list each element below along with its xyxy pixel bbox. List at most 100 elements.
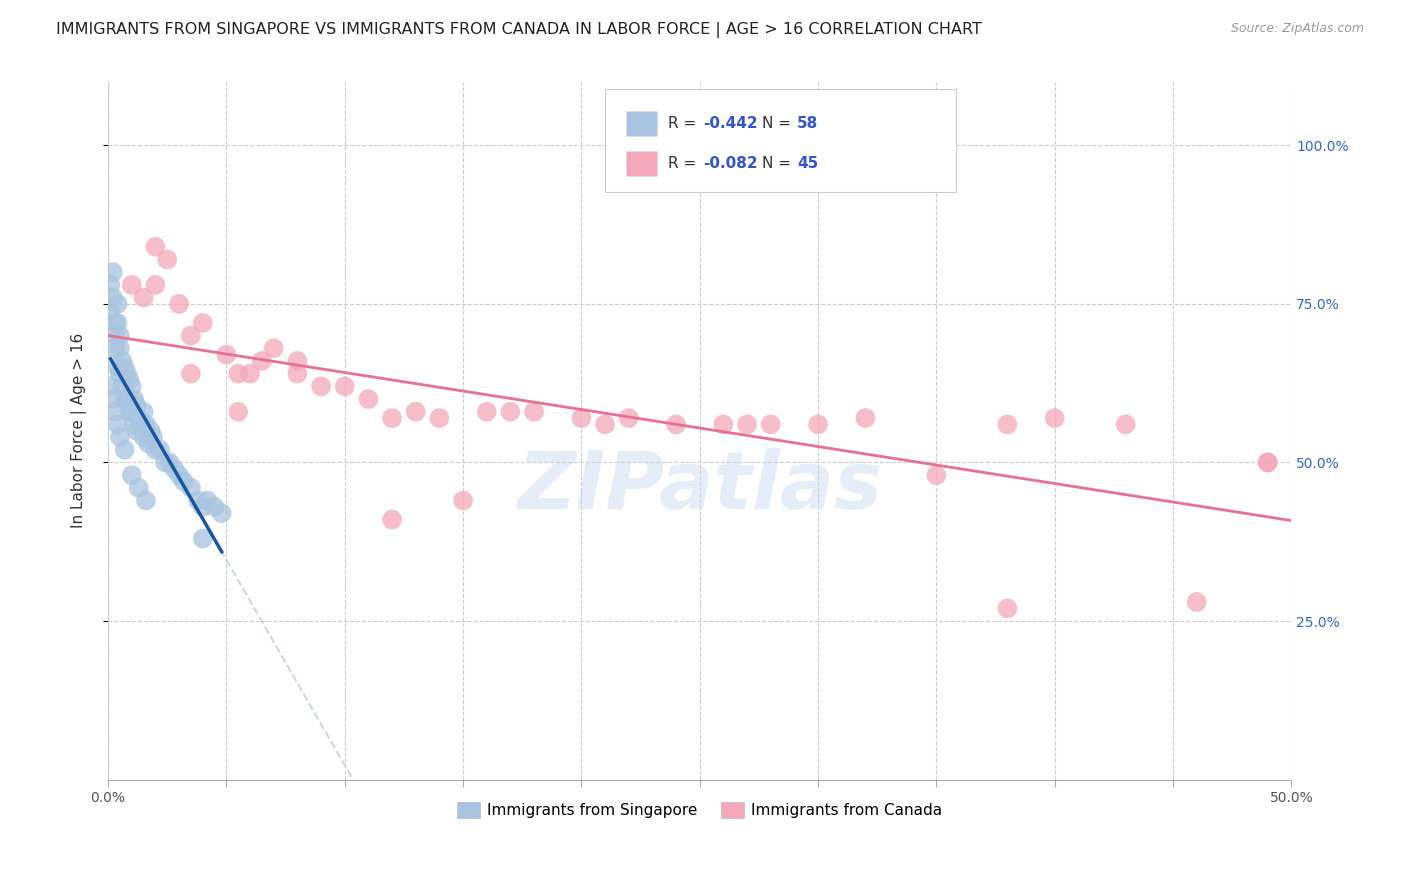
Point: [108, 430, 131, 444]
Point: [1257, 455, 1279, 469]
Point: [309, 379, 332, 393]
Point: [226, 405, 249, 419]
Point: [163, 462, 186, 476]
Point: [523, 405, 546, 419]
Point: [104, 405, 127, 419]
Point: [149, 442, 172, 457]
Point: [180, 367, 202, 381]
Point: [475, 405, 498, 419]
Point: [145, 277, 167, 292]
Point: [167, 297, 190, 311]
Point: [759, 417, 782, 432]
Point: [381, 411, 404, 425]
Point: [122, 417, 145, 432]
Point: [1257, 455, 1279, 469]
Point: [108, 328, 131, 343]
Point: [191, 500, 214, 514]
Text: 45: 45: [797, 156, 818, 170]
Point: [129, 417, 152, 432]
Point: [187, 493, 209, 508]
Point: [111, 379, 134, 393]
Point: [499, 405, 522, 419]
Point: [115, 392, 138, 406]
Point: [104, 328, 127, 343]
Point: [287, 354, 309, 368]
Point: [1115, 417, 1137, 432]
Point: [405, 405, 427, 419]
Point: [381, 512, 404, 526]
Point: [995, 601, 1018, 615]
Point: [135, 417, 157, 432]
Y-axis label: In Labor Force | Age > 16: In Labor Force | Age > 16: [72, 333, 87, 528]
Point: [925, 468, 948, 483]
Point: [145, 240, 167, 254]
Point: [108, 341, 131, 355]
Point: [191, 316, 214, 330]
Point: [104, 316, 127, 330]
Point: [132, 405, 155, 419]
Text: N =: N =: [762, 156, 796, 170]
Point: [665, 417, 688, 432]
Text: R =: R =: [668, 156, 702, 170]
Text: -0.442: -0.442: [703, 117, 758, 131]
Point: [121, 405, 143, 419]
Point: [167, 468, 190, 483]
Point: [173, 475, 195, 489]
Point: [136, 436, 159, 450]
Point: [111, 354, 134, 368]
Point: [122, 392, 145, 406]
Point: [735, 417, 758, 432]
Point: [333, 379, 356, 393]
Point: [153, 455, 176, 469]
Point: [118, 405, 141, 419]
Point: [100, 379, 122, 393]
Point: [101, 265, 124, 279]
Point: [357, 392, 380, 406]
Point: [139, 424, 162, 438]
Point: [107, 360, 129, 375]
Point: [853, 411, 876, 425]
Text: ZIPatlas: ZIPatlas: [517, 448, 882, 525]
Point: [807, 417, 830, 432]
Point: [239, 367, 262, 381]
Point: [125, 424, 148, 438]
Text: -0.082: -0.082: [703, 156, 758, 170]
Point: [118, 373, 141, 387]
Point: [135, 493, 157, 508]
Point: [191, 532, 214, 546]
Point: [159, 455, 181, 469]
Point: [121, 468, 143, 483]
Text: 58: 58: [797, 117, 818, 131]
Point: [128, 411, 150, 425]
Point: [115, 367, 138, 381]
Point: [125, 398, 148, 412]
Point: [180, 481, 202, 495]
Point: [197, 493, 219, 508]
Point: [145, 442, 167, 457]
Text: Source: ZipAtlas.com: Source: ZipAtlas.com: [1230, 22, 1364, 36]
Point: [215, 348, 238, 362]
Point: [429, 411, 451, 425]
Point: [114, 442, 136, 457]
Point: [156, 252, 179, 267]
Text: N =: N =: [762, 117, 796, 131]
Point: [114, 360, 136, 375]
Point: [100, 303, 122, 318]
Point: [142, 430, 165, 444]
Point: [995, 417, 1018, 432]
Point: [211, 506, 233, 520]
Point: [180, 328, 202, 343]
Point: [1043, 411, 1066, 425]
Text: R =: R =: [668, 117, 702, 131]
Point: [204, 500, 226, 514]
Point: [107, 297, 129, 311]
Point: [114, 392, 136, 406]
Point: [121, 277, 143, 292]
Point: [132, 291, 155, 305]
Point: [121, 379, 143, 393]
Point: [101, 392, 124, 406]
Point: [107, 316, 129, 330]
Point: [108, 367, 131, 381]
Point: [250, 354, 273, 368]
Point: [104, 341, 127, 355]
